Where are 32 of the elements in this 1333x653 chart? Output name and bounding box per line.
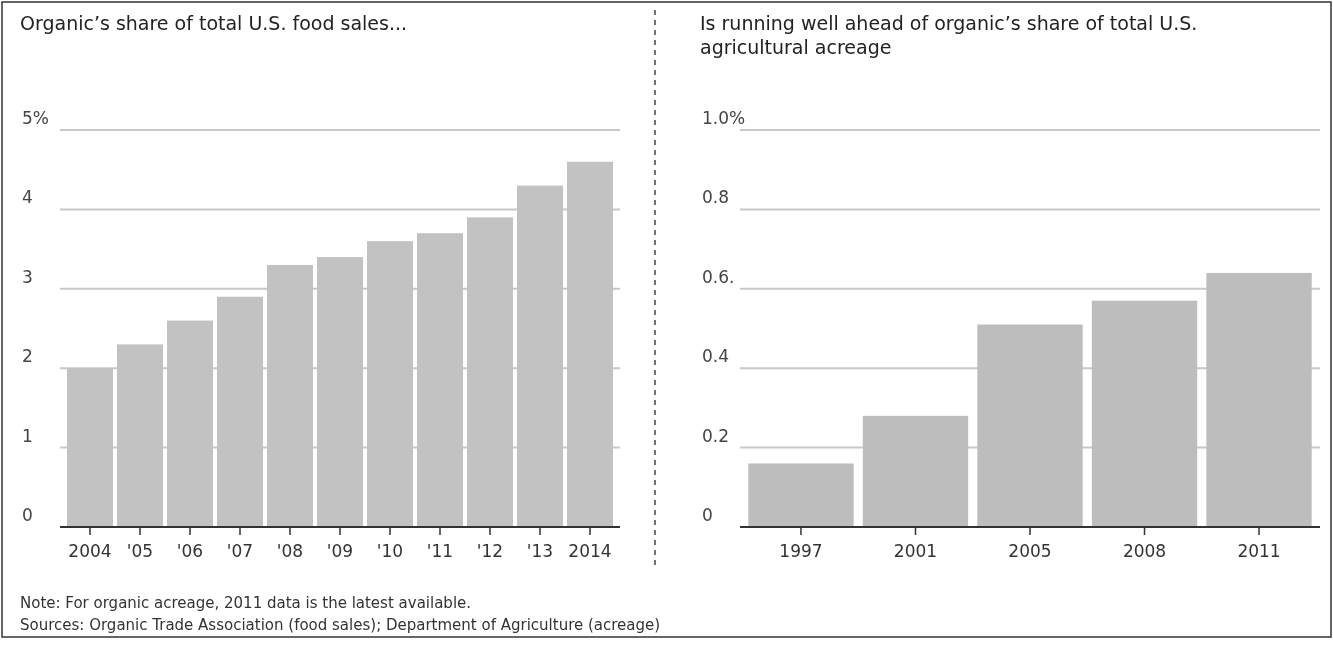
y-tick-label: 4: [22, 187, 33, 208]
x-tick-label: '11: [426, 541, 454, 561]
chart-title: Is running well ahead of organic’s share of total U.S. agricultural acreage: [700, 12, 1198, 58]
x-tick-label: 2001: [893, 541, 938, 561]
x-tick-label: 2004: [68, 541, 112, 561]
y-tick-label: 1.0%: [702, 108, 746, 128]
y-tick-label: 0.4: [702, 346, 730, 367]
x-tick-label: '07: [226, 541, 254, 561]
y-tick-label: 3: [22, 266, 33, 287]
y-tick-label: 0.8: [702, 187, 730, 208]
x-tick-label: '09: [326, 541, 354, 561]
y-tick-label: 5%: [22, 108, 49, 128]
y-tick-label: 1: [22, 425, 33, 446]
y-tick-label: 0.6.: [702, 266, 735, 287]
chart-title: Organic’s share of total U.S. food sales...: [20, 12, 408, 34]
y-tick-label: 0.2: [702, 425, 730, 446]
x-tick-label: '06: [176, 541, 204, 561]
y-tick-label: 2: [22, 346, 33, 367]
x-tick-label: 2005: [1008, 541, 1052, 561]
x-tick-label: 2014: [568, 541, 612, 561]
source-note: Sources: Organic Trade Association (food sales); Department of Agriculture (acreage): [20, 616, 661, 634]
x-tick-label: 2011: [1237, 541, 1281, 561]
x-tick-label: '05: [126, 541, 154, 561]
x-tick-label: '10: [376, 541, 404, 561]
x-tick-label: 1997: [779, 541, 823, 561]
y-tick-label: 0: [22, 505, 33, 525]
x-tick-label: '13: [526, 541, 554, 561]
x-tick-label: 2008: [1122, 541, 1167, 561]
x-tick-label: '12: [476, 541, 504, 561]
text: Note: For organic acreage, 2011 data is the latest available.: [20, 594, 472, 612]
y-tick-label: 0: [702, 505, 713, 525]
x-tick-label: '08: [276, 541, 304, 561]
